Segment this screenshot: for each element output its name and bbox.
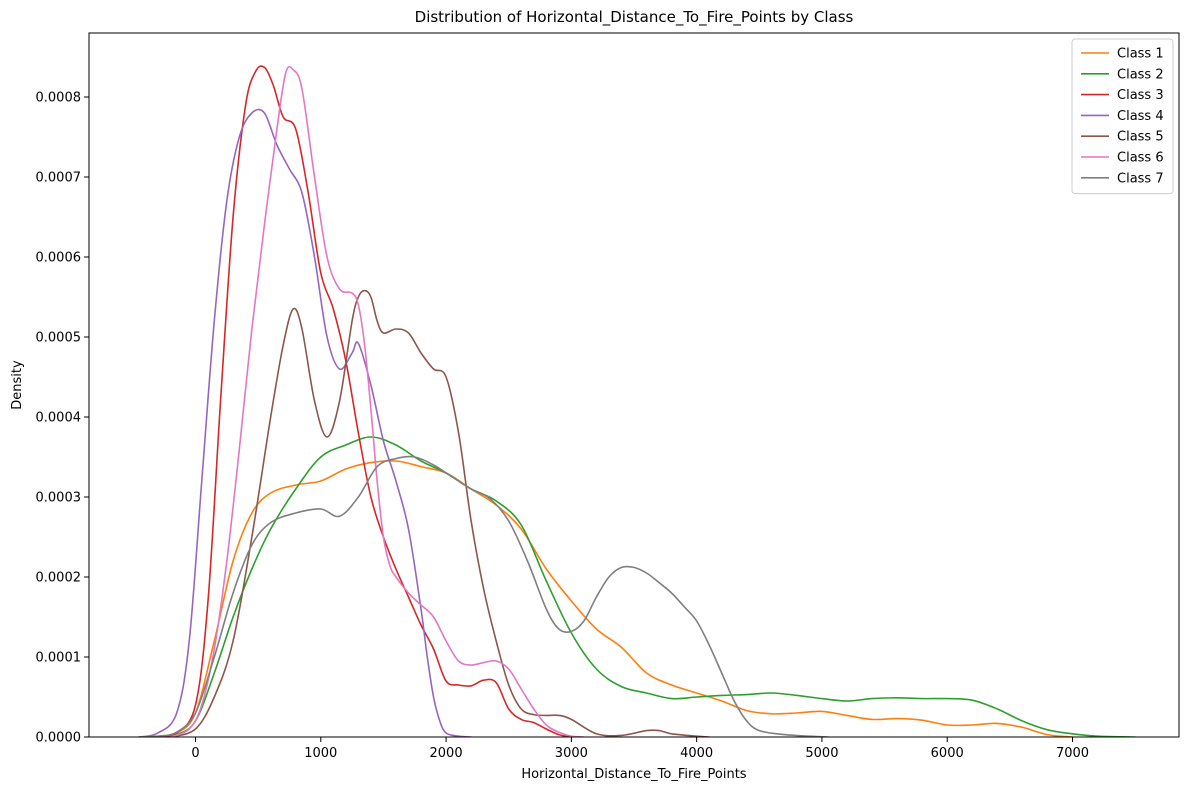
y-tick-label: 0.0005 bbox=[36, 331, 82, 346]
legend-box bbox=[1071, 38, 1174, 195]
y-tick-label: 0.0008 bbox=[36, 91, 82, 106]
plot-lines bbox=[138, 65, 1136, 737]
series-line-class-2 bbox=[157, 436, 1136, 737]
y-tick-label: 0.0004 bbox=[36, 411, 82, 426]
x-tick-label: 5000 bbox=[805, 746, 838, 761]
x-axis-title: Horizontal_Distance_To_Fire_Points bbox=[521, 767, 746, 782]
legend-label: Class 7 bbox=[1117, 171, 1164, 186]
x-tick-label: 3000 bbox=[555, 746, 588, 761]
series-line-class-7 bbox=[138, 455, 829, 737]
x-tick-label: 7000 bbox=[1056, 746, 1089, 761]
series-line-class-5 bbox=[169, 289, 710, 737]
chart-title: Distribution of Horizontal_Distance_To_F… bbox=[415, 8, 854, 27]
legend-label: Class 4 bbox=[1117, 109, 1164, 124]
y-tick-label: 0.0001 bbox=[36, 651, 82, 666]
series-line-class-3 bbox=[157, 65, 573, 737]
y-tick-label: 0.0003 bbox=[36, 491, 82, 506]
series-line-class-1 bbox=[138, 459, 1074, 737]
series-line-class-6 bbox=[169, 65, 585, 737]
x-tick-label: 2000 bbox=[430, 746, 463, 761]
x-tick-label: 1000 bbox=[304, 746, 337, 761]
y-tick-label: 0.0000 bbox=[36, 731, 82, 746]
y-tick-label: 0.0006 bbox=[36, 251, 82, 266]
y-tick-label: 0.0002 bbox=[36, 571, 82, 586]
legend: Class 1 Class 2 Class 3 Class 4 Class 5 Class… bbox=[1071, 38, 1174, 195]
x-tick-label: 6000 bbox=[931, 746, 964, 761]
x-tick-label: 4000 bbox=[680, 746, 713, 761]
x-tick-label: 0 bbox=[191, 746, 199, 761]
legend-label: Class 5 bbox=[1117, 130, 1164, 145]
legend-label: Class 1 bbox=[1117, 47, 1164, 62]
legend-label: Class 3 bbox=[1117, 88, 1164, 103]
y-axis-ticks: 0.0000 0.0001 0.0002 0.0003 0.0004 0.0005 0.00… bbox=[36, 91, 89, 746]
y-axis-title: Density bbox=[10, 360, 25, 410]
x-axis-ticks: 0 1000 2000 3000 4000 5000 6000 7000 bbox=[191, 737, 1089, 761]
plot-frame bbox=[88, 32, 1180, 738]
series-line-class-4 bbox=[138, 108, 472, 737]
legend-label: Class 2 bbox=[1117, 67, 1164, 82]
legend-label: Class 6 bbox=[1117, 151, 1164, 166]
y-tick-label: 0.0007 bbox=[36, 171, 82, 186]
